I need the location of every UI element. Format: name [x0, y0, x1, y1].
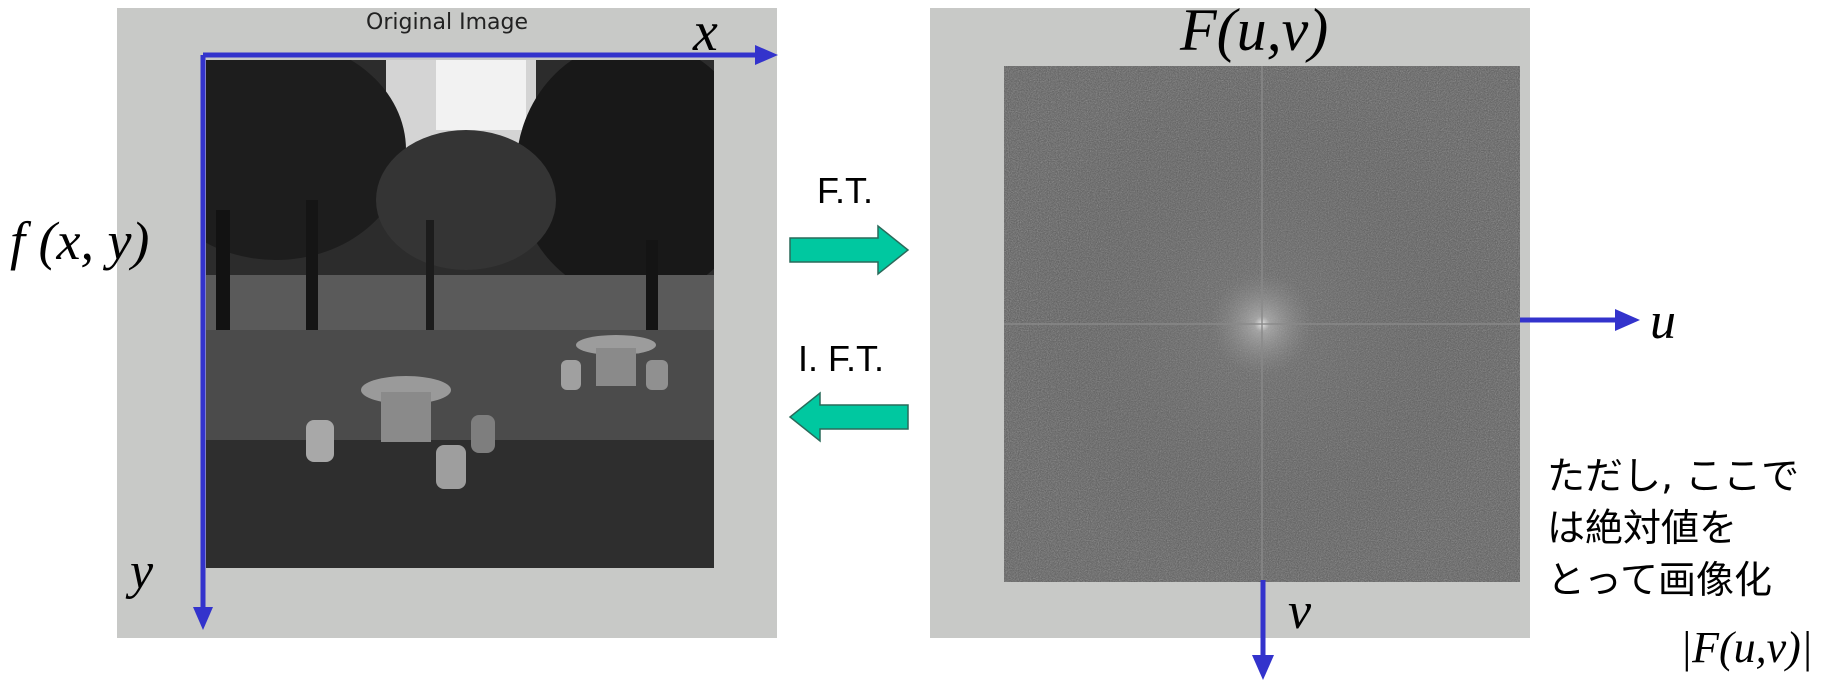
x-axis-arrow — [203, 45, 778, 65]
spectrum-panel — [930, 8, 1530, 638]
u-axis-label: u — [1650, 293, 1676, 350]
spectrum-illustration — [1004, 66, 1520, 582]
v-axis-arrow — [1252, 580, 1274, 680]
forward-transform-label: F.T. — [817, 170, 874, 211]
original-image — [206, 60, 714, 568]
y-axis-label: y — [130, 543, 154, 600]
function-label: f (x, y) — [10, 211, 150, 271]
park-scene-illustration — [206, 60, 714, 568]
original-image-caption: Original Image — [366, 10, 528, 35]
note-line-3: とって画像化 — [1547, 558, 1772, 602]
note-line-2: は絶対値を — [1547, 506, 1738, 550]
spectrum-title: F(u,v) — [1180, 0, 1329, 63]
u-axis-arrow — [1520, 309, 1640, 331]
original-image-panel: Original Image — [117, 8, 777, 638]
forward-transform-arrow — [789, 224, 910, 276]
note-text: ただし, ここで は絶対値を とって画像化 — [1547, 450, 1837, 606]
y-axis-arrow — [193, 55, 213, 630]
x-axis-label: x — [693, 1, 718, 63]
v-axis-label: v — [1288, 583, 1312, 640]
absolute-value-label: |F(u,v)| — [1680, 623, 1813, 672]
note-line-1: ただし, ここで — [1547, 454, 1800, 498]
inverse-transform-label: I. F.T. — [798, 338, 885, 379]
inverse-transform-arrow — [788, 391, 909, 443]
fourier-spectrum-image — [1004, 66, 1520, 582]
